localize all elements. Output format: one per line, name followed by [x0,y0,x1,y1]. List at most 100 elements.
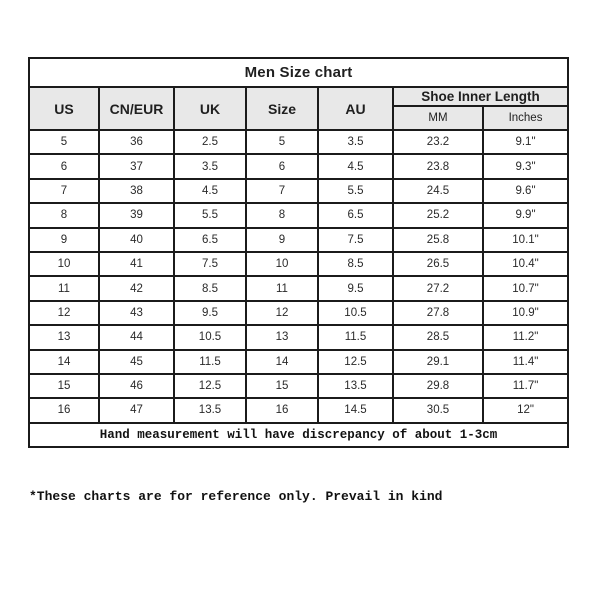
table-row: 16 47 13.5 16 14.5 30.5 12" [28,397,570,424]
size-value-cell: 10.9" [481,299,570,327]
col-header-us: US [28,86,100,131]
size-value-cell: 5 [28,128,100,156]
size-value-cell: 14 [28,348,100,375]
size-value-cell: 7 [245,177,319,205]
size-rows-body: 5 36 2.5 5 3.5 23.2 9.1" 6 37 3.5 6 4.5 23.8 9.3" 7 38 4… [28,128,570,424]
size-value-cell: 5.5 [317,177,394,205]
size-value-cell: 12.5 [317,348,394,375]
size-value-cell: 10.4" [481,250,570,278]
size-value-cell: 26.5 [392,250,484,278]
size-value-cell: 4.5 [173,177,247,205]
size-value-cell: 9.6" [481,177,570,205]
table-row: 14 45 11.5 14 12.5 29.1 11.4" [28,348,570,375]
size-value-cell: 42 [98,275,175,302]
size-value-cell: 27.8 [392,299,484,327]
size-value-cell: 13.5 [317,372,394,400]
col-header-cn-eur: CN/EUR [98,86,175,131]
footer-row: Hand measurement will have discrepancy o… [27,421,570,448]
size-value-cell: 46 [98,372,175,400]
table-row: 5 36 2.5 5 3.5 23.2 9.1" [28,128,570,156]
size-value-cell: 5 [245,128,319,156]
size-value-cell: 28.5 [392,324,484,351]
col-header-shoe-inner-length: Shoe Inner Length [391,86,570,107]
size-value-cell: 43 [98,299,175,327]
size-value-cell: 39 [98,202,175,229]
table-row: 11 42 8.5 11 9.5 27.2 10.7" [28,275,570,302]
size-value-cell: 10.7" [481,275,570,302]
men-size-chart-table: Men Size chart US CN/EUR UK Size AU Shoe… [27,57,570,448]
size-value-cell: 11.5 [317,324,394,351]
table-row: 10 41 7.5 10 8.5 26.5 10.4" [28,250,570,278]
size-value-cell: 12.5 [173,372,247,400]
size-value-cell: 6 [245,153,319,180]
size-value-cell: 24.5 [392,177,484,205]
size-value-cell: 23.8 [392,153,484,180]
size-value-cell: 11.4" [481,348,570,375]
size-value-cell: 13 [28,324,100,351]
size-value-cell: 12 [28,299,100,327]
col-header-uk: UK [173,86,247,131]
size-value-cell: 40 [98,226,175,253]
table-title: Men Size chart [27,57,570,88]
size-value-cell: 13.5 [173,397,247,424]
size-value-cell: 6.5 [173,226,247,253]
size-value-cell: 10 [245,250,319,278]
size-value-cell: 13 [245,324,319,351]
size-value-cell: 11.5 [173,348,247,375]
size-value-cell: 5.5 [173,202,247,229]
size-value-cell: 3.5 [317,128,394,156]
size-value-cell: 25.8 [392,226,484,253]
size-value-cell: 6.5 [317,202,394,229]
size-value-cell: 29.8 [392,372,484,400]
size-value-cell: 8 [28,202,100,229]
size-value-cell: 15 [28,372,100,400]
size-value-cell: 11.7" [481,372,570,400]
table-row: 6 37 3.5 6 4.5 23.8 9.3" [28,153,570,180]
table-row: 15 46 12.5 15 13.5 29.8 11.7" [28,372,570,400]
size-value-cell: 29.1 [392,348,484,375]
size-value-cell: 37 [98,153,175,180]
size-value-cell: 9.3" [481,153,570,180]
size-value-cell: 30.5 [392,397,484,424]
size-value-cell: 7.5 [317,226,394,253]
reference-disclaimer: *These charts are for reference only. Pr… [29,489,443,504]
table-row: 12 43 9.5 12 10.5 27.8 10.9" [28,299,570,327]
col-header-inches: Inches [481,105,570,131]
measurement-note: Hand measurement will have discrepancy o… [27,421,570,448]
col-header-au: AU [317,86,394,131]
size-value-cell: 23.2 [392,128,484,156]
table-row: 13 44 10.5 13 11.5 28.5 11.2" [28,324,570,351]
size-value-cell: 10 [28,250,100,278]
size-value-cell: 9 [245,226,319,253]
size-value-cell: 2.5 [173,128,247,156]
col-header-mm: MM [392,105,484,131]
size-value-cell: 6 [28,153,100,180]
size-value-cell: 10.5 [317,299,394,327]
size-value-cell: 8.5 [317,250,394,278]
size-value-cell: 8 [245,202,319,229]
size-value-cell: 11 [28,275,100,302]
size-value-cell: 9.5 [317,275,394,302]
size-value-cell: 14 [245,348,319,375]
size-value-cell: 9 [28,226,100,253]
size-value-cell: 8.5 [173,275,247,302]
header-row-top: US CN/EUR UK Size AU Shoe Inner Length [28,86,570,131]
size-value-cell: 27.2 [392,275,484,302]
size-value-cell: 10.5 [173,324,247,351]
size-value-cell: 12" [481,397,570,424]
size-value-cell: 44 [98,324,175,351]
size-value-cell: 16 [245,397,319,424]
size-value-cell: 16 [28,397,100,424]
size-value-cell: 4.5 [317,153,394,180]
size-value-cell: 9.1" [481,128,570,156]
table-row: 7 38 4.5 7 5.5 24.5 9.6" [28,177,570,205]
size-value-cell: 9.9" [481,202,570,229]
size-value-cell: 10.1" [481,226,570,253]
size-value-cell: 9.5 [173,299,247,327]
header-row-sub: MM Inches [29,105,570,131]
size-value-cell: 11.2" [481,324,570,351]
size-value-cell: 36 [98,128,175,156]
table-row: 8 39 5.5 8 6.5 25.2 9.9" [28,202,570,229]
size-value-cell: 11 [245,275,319,302]
